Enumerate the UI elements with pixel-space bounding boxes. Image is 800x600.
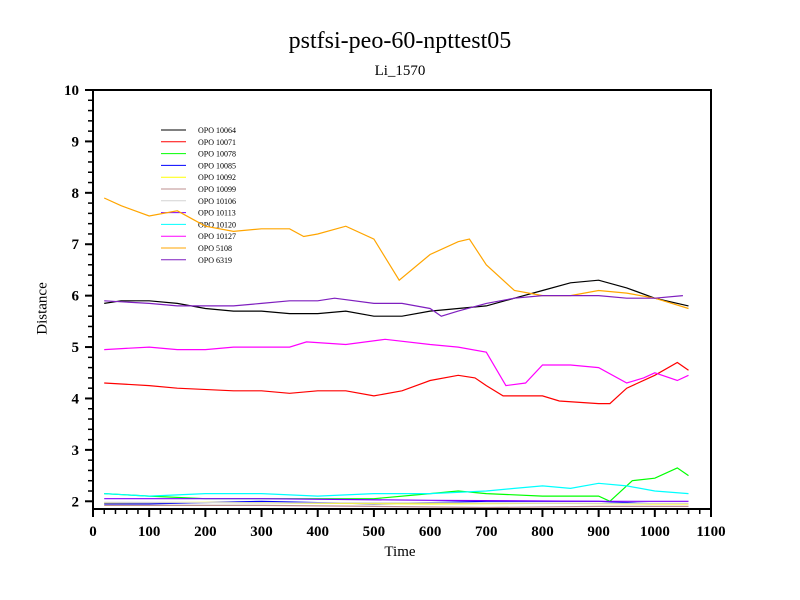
x-tick-label: 100: [138, 524, 161, 540]
x-tick-label: 800: [531, 524, 554, 540]
y-tick-label: 10: [64, 83, 79, 99]
x-tick-label: 1000: [640, 524, 670, 540]
y-tick-label: 2: [72, 494, 80, 510]
legend-label: OPO 10099: [198, 185, 236, 194]
legend-label: OPO 10078: [198, 150, 236, 159]
series-line: [104, 467, 689, 503]
series-line: [104, 482, 689, 497]
chart-title: pstfsi-peo-60-npttest05: [288, 28, 512, 54]
legend-label: OPO 10092: [198, 173, 236, 182]
x-tick-label: 600: [419, 524, 442, 540]
y-tick-label: 8: [72, 186, 80, 202]
series-line: [104, 295, 683, 317]
legend-label: OPO 10113: [198, 209, 236, 218]
chart-subtitle: Li_1570: [374, 63, 426, 79]
series-line: [104, 501, 689, 504]
legend-label: OPO 10120: [198, 220, 236, 229]
x-axis-label: Time: [384, 544, 416, 560]
x-tick-label: 0: [89, 524, 97, 540]
legend-label: OPO 10085: [198, 161, 236, 170]
series-line: [104, 338, 689, 387]
x-tick-label: 900: [587, 524, 610, 540]
legend-label: OPO 6319: [198, 256, 232, 265]
y-tick-label: 5: [72, 340, 80, 356]
y-tick-label: 7: [72, 237, 80, 253]
legend-label: OPO 10064: [198, 126, 236, 135]
x-tick-label: 300: [250, 524, 273, 540]
series-line: [104, 361, 689, 405]
x-tick-label: 400: [306, 524, 329, 540]
y-tick-label: 6: [72, 289, 80, 305]
y-tick-label: 9: [72, 134, 80, 150]
legend-label: OPO 10127: [198, 232, 236, 241]
series-line: [104, 498, 689, 502]
x-tick-label: 1100: [696, 524, 725, 540]
legend-label: OPO 10106: [198, 197, 236, 206]
series-line: [104, 504, 689, 509]
x-tick-label: 500: [363, 524, 386, 540]
legend-label: OPO 10071: [198, 138, 236, 147]
plot-frame: [92, 89, 712, 510]
y-tick-label: 3: [72, 443, 80, 459]
x-tick-label: 700: [475, 524, 498, 540]
x-tick-label: 200: [194, 524, 217, 540]
y-tick-label: 4: [72, 391, 80, 407]
legend-label: OPO 5108: [198, 244, 232, 253]
series-line: [104, 279, 689, 317]
series-line: [103, 197, 689, 310]
